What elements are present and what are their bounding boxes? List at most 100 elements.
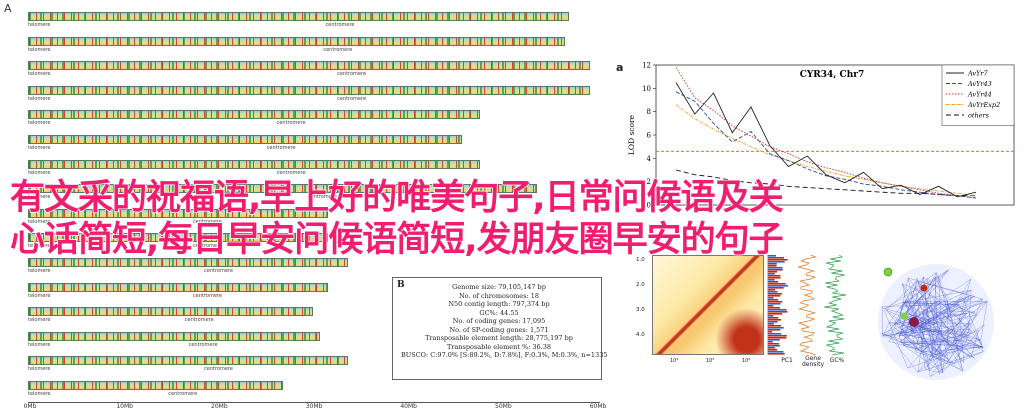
- genome-statistics-rows: Genome size: 79,105,147 bp No. of chromos…: [401, 283, 608, 360]
- telomere-label: telomere: [28, 292, 51, 299]
- pc1-bar: [768, 255, 776, 257]
- pc1-bar: [768, 267, 783, 269]
- chromosome-bar: [28, 331, 320, 341]
- centromere-label: centromere: [193, 218, 222, 225]
- pc1-bar: [768, 307, 780, 309]
- pc1-bar: [768, 319, 782, 321]
- pc1-bar: [768, 305, 774, 307]
- overlay-line-1: 有文采的祝福语,早上好的唯美句子,日常问候语及关: [9, 177, 784, 219]
- genome-stat-row: No. of SP-coding genes: 1,571: [449, 325, 549, 334]
- y-tick-label: 8: [647, 108, 651, 116]
- axis-tick-label: 20Mb: [211, 403, 228, 410]
- heatmap-y-tick: 1.0: [636, 257, 645, 263]
- y-tick-label: 4: [647, 155, 652, 163]
- centromere-label: centromere: [193, 292, 222, 299]
- chromosome-bar: [28, 184, 537, 194]
- panel-a-letter: A: [4, 2, 12, 15]
- genomic-tracks: [767, 255, 847, 356]
- chromosome-bar: [28, 61, 590, 71]
- pc1-bar: [768, 263, 777, 265]
- pc1-bar: [768, 299, 778, 301]
- pc1-bar: [768, 269, 783, 271]
- centromere-label: centromere: [307, 194, 337, 201]
- centromere-label: centromere: [325, 22, 355, 28]
- genome-stat-row: GC%: 44.55: [479, 308, 519, 317]
- y-tick-label: 10: [642, 85, 651, 93]
- centromere-label: centromere: [276, 169, 306, 176]
- watermark-overlay: 有文采的祝福语,早上好的唯美句子,日常问候语及关 心话简短,每日早安问候语简短,…: [9, 177, 1020, 261]
- pc1-bar: [768, 301, 783, 303]
- lod-score-svg: 0 2 4 6 8 10 12 LOD score CYR34, Chr7 AvYr7 AvYr43…: [627, 62, 1015, 210]
- centromere-label: centromere: [204, 366, 233, 373]
- pc1-bar: [768, 297, 774, 299]
- telomere-label: telomere: [28, 194, 51, 201]
- heatmap-x-tick: 10⁶: [742, 358, 751, 364]
- telomere-label: telomere: [28, 95, 51, 102]
- chromosome-bar: [28, 85, 590, 95]
- chromosome-bar: [28, 258, 348, 267]
- centromere-label: centromere: [337, 95, 367, 102]
- pc1-bar: [768, 335, 787, 337]
- hic-heatmap: 1.0 2.0 3.0 4.0 10⁴ 10⁵ 10⁶: [636, 253, 766, 364]
- track-label: GC%: [829, 357, 845, 364]
- genome-stat-row: No. of chromosomes: 18: [458, 291, 540, 300]
- pc1-bar: [768, 289, 776, 291]
- centromere-label: centromere: [168, 391, 198, 397]
- series-line-avyr7: [675, 82, 977, 198]
- centromere-label: centromere: [193, 243, 222, 250]
- telomere-label: telomere: [28, 169, 51, 176]
- centromere-label: centromere: [204, 268, 233, 274]
- pc1-bar: [768, 283, 786, 285]
- genome-stat-row: Transposable element %: 36.38: [447, 342, 551, 351]
- chromosome-bar: [28, 159, 480, 169]
- genome-stat-row: No. of coding genes: 17,095: [452, 317, 546, 325]
- panel-a-lower-letter: a: [616, 61, 624, 74]
- pc1-bar: [768, 309, 787, 311]
- pc1-bar: [768, 325, 781, 327]
- telomere-label: telomere: [28, 317, 51, 324]
- telomere-label: telomere: [28, 268, 51, 274]
- genome-stat-row: N50 contig length: 797,374 bp: [448, 300, 550, 308]
- telomere-label: telomere: [28, 218, 51, 225]
- track-label: Gene density: [802, 355, 824, 368]
- network-edges: [881, 269, 988, 377]
- telomere-label: telomere: [28, 46, 51, 53]
- telomere-label: telomere: [28, 243, 51, 250]
- megabase-axis: [28, 402, 600, 403]
- pc1-bar: [768, 327, 784, 329]
- y-tick-label: 6: [647, 132, 652, 140]
- legend-label: others: [968, 112, 990, 120]
- gene-density-track: [797, 255, 818, 356]
- chromosome-bar: [28, 208, 328, 218]
- chromosome-bar: [28, 36, 565, 46]
- pc1-bar: [768, 333, 782, 335]
- pc1-bar: [768, 261, 785, 263]
- legend-label: AvYr43: [967, 80, 992, 88]
- pc1-bar: [768, 315, 774, 317]
- axis-tick-label: 40Mb: [400, 403, 417, 410]
- telomere-label: telomere: [28, 71, 51, 78]
- pc1-bar: [768, 341, 773, 343]
- axis-tick-label: 50Mb: [495, 403, 512, 410]
- pc1-bar: [768, 279, 775, 281]
- y-axis-label: LOD score: [627, 114, 636, 155]
- axis-tick-label: 0Mb: [23, 403, 37, 410]
- genome-stat-row: BUSCO: C:97.0% [S:89.2%, D:7.8%], F:0.3%…: [401, 351, 608, 359]
- pc1-bar: [768, 291, 778, 293]
- hic-heatmap-matrix: [652, 255, 764, 355]
- chromatin-network: [878, 264, 994, 380]
- panel-b-letter: B: [397, 280, 405, 290]
- pc1-bar: [768, 311, 788, 313]
- genome-stat-row: Genome size: 79,105,147 bp: [452, 283, 546, 291]
- pc1-bar: [768, 293, 782, 295]
- pc1-bar: [768, 275, 781, 277]
- lod-score-chart: 0 2 4 6 8 10 12 LOD score CYR34, Chr7 AvYr7 AvYr43…: [612, 55, 1022, 220]
- heatmap-y-tick: 2.0: [636, 282, 645, 288]
- legend-label: AvYr7: [967, 70, 989, 78]
- chart-title: CYR34, Chr7: [800, 70, 865, 80]
- chromosome-bar: [28, 307, 313, 317]
- legend-label: AvYr44: [967, 91, 992, 99]
- pc1-bar: [768, 343, 780, 345]
- centromere-label: centromere: [184, 317, 214, 324]
- pc1-bar: [768, 317, 779, 319]
